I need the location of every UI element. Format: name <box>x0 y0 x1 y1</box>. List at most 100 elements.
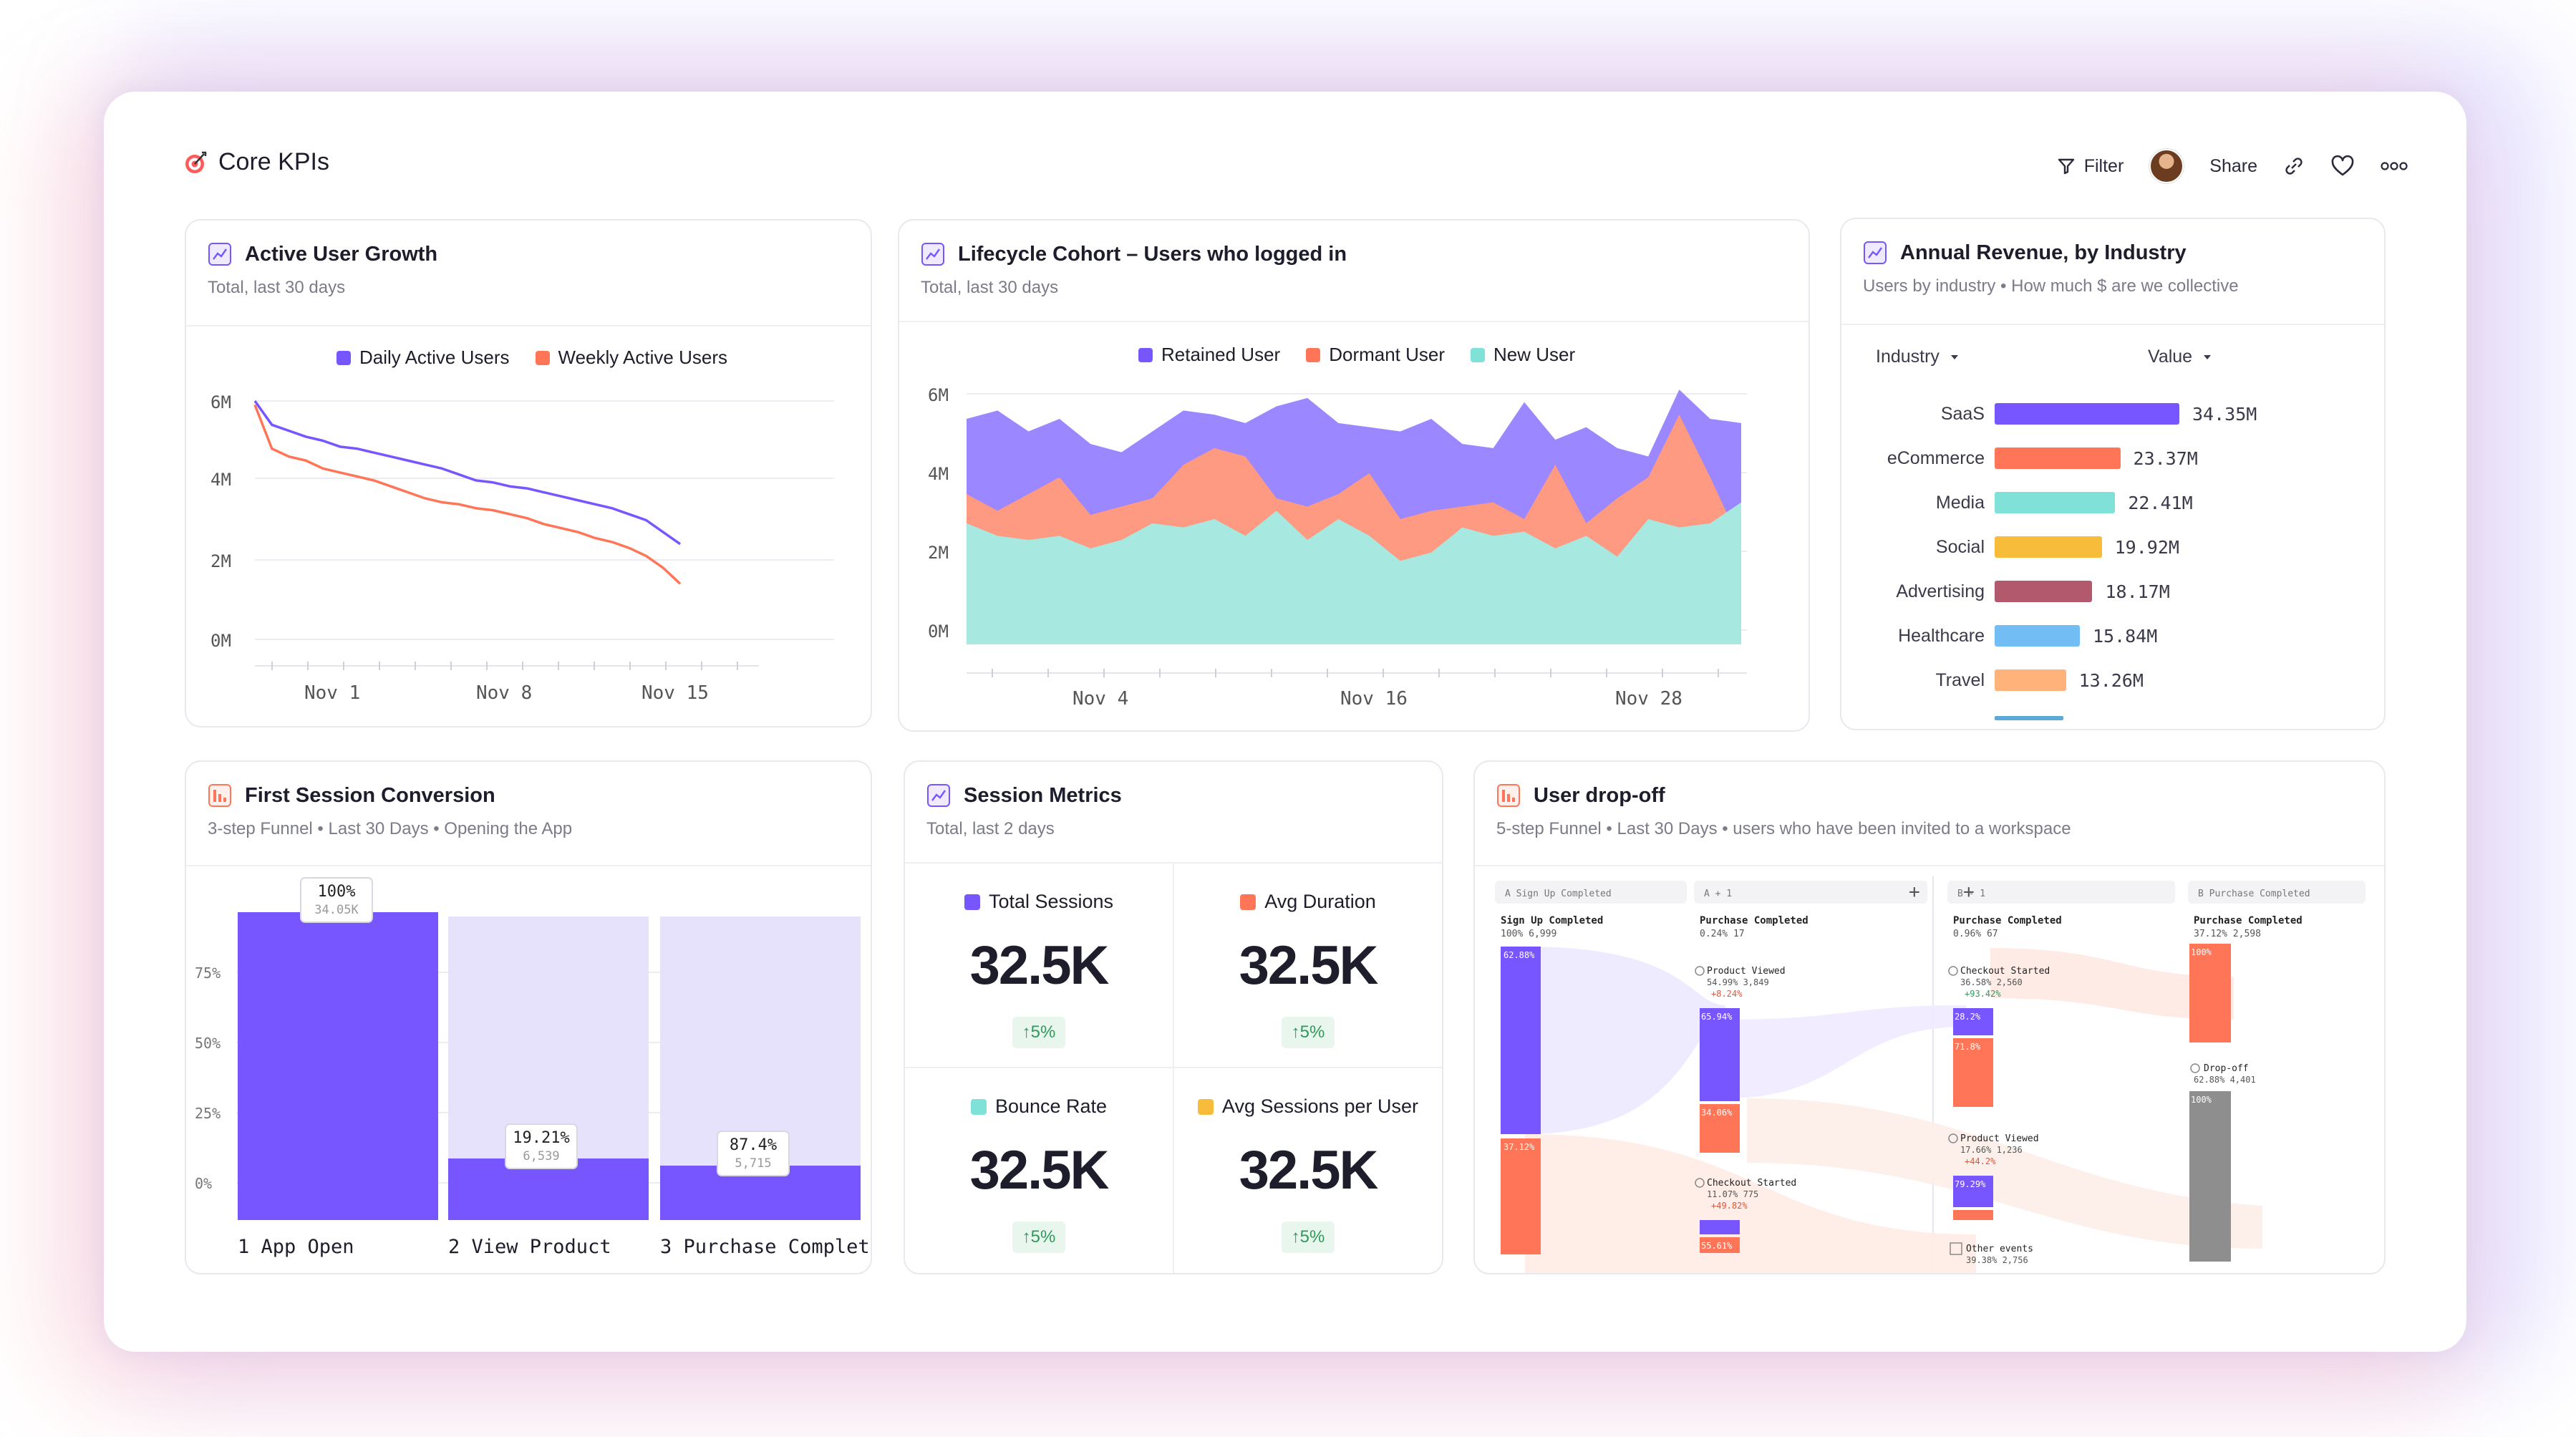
revenue-category-label: Travel <box>1935 669 1985 690</box>
revenue-row[interactable]: eCommerce 23.37M <box>1841 447 2198 469</box>
industry-column-label: Industry <box>1876 347 1940 367</box>
revenue-bar <box>1995 536 2102 558</box>
legend-label: Retained User <box>1161 344 1281 365</box>
first-session-card[interactable]: First Session Conversion 3-step Funnel •… <box>185 760 872 1274</box>
industry-column-select[interactable]: Industry <box>1876 347 1960 367</box>
line-chart-icon <box>927 784 950 807</box>
card-title: User drop-off <box>1534 783 1665 807</box>
legend-label: New User <box>1493 344 1576 365</box>
legend-label: Dormant User <box>1329 344 1446 365</box>
metric-total-sessions[interactable]: Total Sessions 32.5K ↑5% <box>905 891 1173 1048</box>
legend-item[interactable]: Daily Active Users <box>336 347 510 369</box>
metric-bounce-rate[interactable]: Bounce Rate 32.5K ↑5% <box>905 1095 1173 1253</box>
dropoff-title: Drop-off <box>2204 1063 2249 1074</box>
session-metrics-card[interactable]: Session Metrics Total, last 2 days Total… <box>904 760 1443 1274</box>
step-stat: 100% 6,999 <box>1501 929 1556 939</box>
line-chart-icon <box>921 243 944 266</box>
bar-tooltip <box>505 1123 578 1169</box>
revenue-row[interactable]: Travel 13.26M <box>1841 669 2144 691</box>
active-user-growth-card[interactable]: Active User Growth Total, last 30 days D… <box>185 219 872 727</box>
metric-avg-sessions-per-user[interactable]: Avg Sessions per User 32.5K ↑5% <box>1174 1095 1442 1253</box>
revenue-category-label: Media <box>1935 492 1985 513</box>
y-tick-label: 4M <box>210 470 231 490</box>
annual-revenue-card[interactable]: Annual Revenue, by Industry Users by ind… <box>1840 218 2386 730</box>
step-header-chip <box>1694 881 1927 904</box>
y-tick-label: 0% <box>195 1175 212 1192</box>
caret-down-icon <box>2204 354 2212 359</box>
node-bar-pct: 100% <box>2191 1095 2212 1105</box>
step-title: Sign Up Completed <box>1501 915 1603 926</box>
metric-delta-badge: ↑5% <box>1012 1221 1066 1253</box>
funnel-bar <box>238 912 438 1220</box>
metric-delta-badge: ↑5% <box>1281 1221 1335 1253</box>
metric-avg-duration[interactable]: Avg Duration 32.5K ↑5% <box>1174 891 1442 1048</box>
flow-ribbon <box>1990 948 2234 1020</box>
legend-item[interactable]: New User <box>1471 344 1575 366</box>
card-subtitle: Total, last 30 days <box>208 278 346 297</box>
y-tick-label: 50% <box>195 1035 221 1052</box>
legend-item[interactable]: Dormant User <box>1306 344 1445 366</box>
node-bar <box>1501 1138 1541 1254</box>
revenue-bar <box>1995 492 2116 513</box>
step-title: Purchase Completed <box>1953 915 2062 926</box>
link-icon[interactable] <box>2283 155 2305 177</box>
line-chart-icon <box>208 243 231 266</box>
bar-pct-label: 87.4% <box>730 1136 777 1154</box>
revenue-row[interactable]: SaaS 34.35M <box>1841 403 2257 425</box>
funnel-chart-icon <box>1497 784 1520 807</box>
revenue-row[interactable]: Healthcare 15.84M <box>1841 625 2157 647</box>
revenue-row[interactable]: Advertising 18.17M <box>1841 581 2170 602</box>
y-tick-label: 0M <box>928 621 949 642</box>
node-bar-pct: 28.2% <box>1955 1012 1981 1022</box>
node-icon <box>1695 1178 1705 1188</box>
metric-label: Avg Sessions per User <box>1221 1095 1419 1117</box>
revenue-category-label: Healthcare <box>1898 625 1985 646</box>
series-line <box>253 404 682 585</box>
node-icon <box>1950 1242 1962 1255</box>
node-bar-pct: 37.12% <box>1504 1142 1535 1152</box>
y-tick-label: 0M <box>210 631 231 651</box>
flow-ribbon <box>1747 1098 2262 1249</box>
node-bar <box>1700 1220 1740 1234</box>
value-column-select[interactable]: Value <box>2148 347 2212 367</box>
legend-item[interactable]: Retained User <box>1138 344 1280 366</box>
legend-item[interactable]: Weekly Active Users <box>535 347 727 369</box>
x-tick-label: Nov 16 <box>1340 688 1408 710</box>
target-icon <box>185 151 207 173</box>
revenue-value-label: 19.92M <box>2114 536 2179 558</box>
y-tick-label: 75% <box>195 964 221 982</box>
revenue-category-label: SaaS <box>1940 403 1985 424</box>
node-bar <box>2189 1091 2231 1262</box>
series-line <box>253 400 682 546</box>
filter-button[interactable]: Filter <box>2057 156 2124 177</box>
page-title-text: Core KPIs <box>218 148 329 175</box>
user-dropoff-card[interactable]: User drop-off 5-step Funnel • Last 30 Da… <box>1473 760 2386 1274</box>
revenue-value-label: 23.37M <box>2133 447 2198 469</box>
revenue-bar <box>1995 447 2121 469</box>
metric-label: Bounce Rate <box>994 1095 1108 1117</box>
revenue-value-label: 15.84M <box>2092 625 2158 647</box>
step-header-chip <box>2188 881 2366 904</box>
x-tick-label: Nov 4 <box>1072 688 1128 710</box>
user-avatar[interactable] <box>2149 149 2184 183</box>
revenue-value-label: 22.41M <box>2128 492 2193 513</box>
revenue-row[interactable]: Social 19.92M <box>1841 536 2179 558</box>
legend-label: Daily Active Users <box>359 347 510 368</box>
node-bar-pct: 71.8% <box>1955 1042 1981 1052</box>
y-tick-label: 4M <box>928 464 949 484</box>
flow-ribbon <box>1525 1134 1976 1273</box>
node-title: Checkout Started <box>1707 1178 1796 1189</box>
node-bar <box>1501 947 1541 1134</box>
share-button[interactable]: Share <box>2209 156 2257 177</box>
active-user-line-chart: 6M 4M 2M 0M Nov 1 Nov 8 Nov 15 <box>210 392 834 704</box>
metric-delta-badge: ↑5% <box>1012 1017 1066 1048</box>
overflow-bar-hint <box>1995 716 2063 720</box>
revenue-row[interactable]: Media 22.41M <box>1841 492 2193 513</box>
more-icon[interactable] <box>2381 161 2408 171</box>
bar-pct-label: 100% <box>318 883 356 901</box>
node-bar <box>1953 1176 1993 1207</box>
lifecycle-cohort-card[interactable]: Lifecycle Cohort – Users who logged in T… <box>898 219 1810 732</box>
metric-value: 32.5K <box>969 935 1110 996</box>
heart-icon[interactable] <box>2330 155 2355 177</box>
card-title: First Session Conversion <box>245 783 495 807</box>
